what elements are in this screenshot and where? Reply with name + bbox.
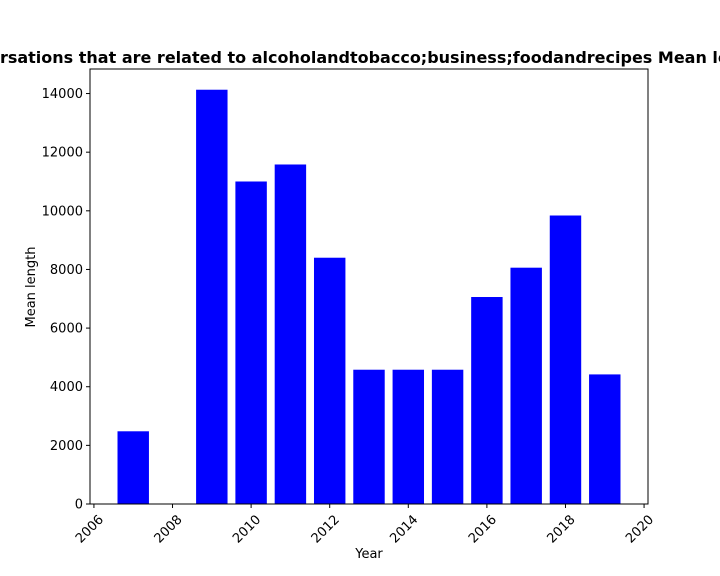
y-tick-label: 0 [75, 498, 83, 513]
bar-2012 [313, 257, 346, 504]
y-axis-ticks: 0 2000 4000 6000 8000 10000 12000 14000 [42, 87, 90, 513]
x-tick-label: 2006 [73, 512, 107, 546]
bar-2019 [589, 374, 621, 504]
bar-2007 [117, 431, 149, 504]
bar-2017 [510, 267, 542, 504]
bar-2009 [196, 89, 228, 505]
y-tick-label: 8000 [50, 263, 83, 278]
x-tick-label: 2008 [152, 512, 186, 546]
bars-group [117, 89, 621, 505]
bar-2010 [235, 181, 267, 504]
x-axis-ticks: 2006 2008 2010 2012 2014 2016 2018 2020 [73, 504, 657, 546]
chart-title: Mean length of private conversations tha… [0, 48, 720, 67]
y-tick-label: 14000 [42, 87, 83, 102]
bar-2011 [274, 164, 307, 504]
bar-2013 [353, 369, 385, 504]
y-tick-label: 2000 [50, 439, 83, 454]
x-tick-label: 2018 [545, 512, 579, 546]
bar-2016 [471, 297, 503, 504]
y-tick-label: 12000 [42, 146, 83, 161]
x-tick-label: 2014 [387, 512, 421, 546]
plot-area-frame [89, 68, 649, 505]
x-tick-label: 2016 [466, 512, 500, 546]
y-tick-label: 6000 [50, 322, 83, 337]
x-tick-label: 2010 [230, 512, 264, 546]
x-axis-label: Year [354, 547, 383, 562]
bar-2015 [431, 369, 464, 504]
y-axis-label: Mean length [24, 247, 39, 328]
y-tick-label: 10000 [42, 204, 83, 219]
y-tick-label: 4000 [50, 380, 83, 395]
bar-2014 [392, 369, 425, 504]
bar-2018 [549, 215, 582, 505]
x-tick-label: 2012 [309, 512, 343, 546]
x-tick-label: 2020 [623, 512, 657, 546]
